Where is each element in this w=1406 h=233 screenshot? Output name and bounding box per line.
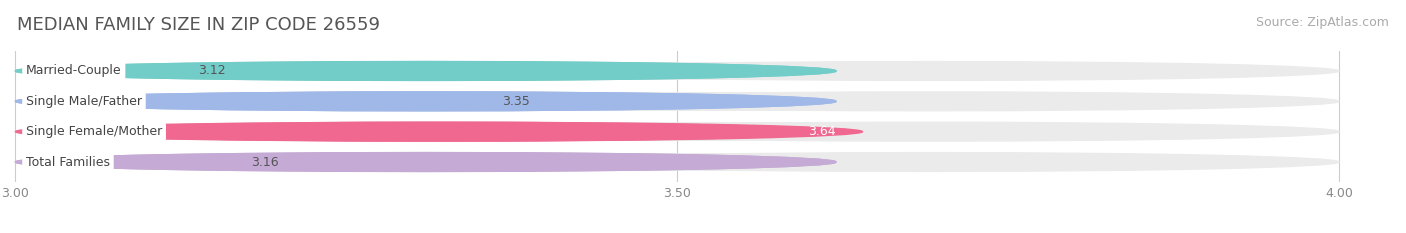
Text: Married-Couple: Married-Couple [25,65,121,78]
Circle shape [519,153,1339,171]
Circle shape [15,153,837,171]
Bar [426,153,929,171]
Bar [426,122,929,141]
Text: Single Male/Father: Single Male/Father [25,95,142,108]
Circle shape [15,122,837,141]
Circle shape [15,92,837,111]
Text: 3.16: 3.16 [252,155,278,168]
Text: Source: ZipAtlas.com: Source: ZipAtlas.com [1256,16,1389,29]
Circle shape [15,92,837,111]
Text: 3.12: 3.12 [198,65,226,78]
Circle shape [15,92,837,111]
Circle shape [15,153,837,171]
Circle shape [519,62,1339,80]
Text: 3.64: 3.64 [808,125,837,138]
Text: Total Families: Total Families [25,155,110,168]
Circle shape [15,122,837,141]
Circle shape [15,62,837,80]
Bar [426,122,453,141]
Bar [426,62,929,80]
Text: 3.35: 3.35 [502,95,530,108]
Circle shape [519,122,1339,141]
Circle shape [519,92,1339,111]
Circle shape [15,153,837,171]
Circle shape [42,122,862,141]
Text: Single Female/Mother: Single Female/Mother [25,125,162,138]
Bar [426,92,929,111]
Text: MEDIAN FAMILY SIZE IN ZIP CODE 26559: MEDIAN FAMILY SIZE IN ZIP CODE 26559 [17,16,380,34]
Circle shape [15,62,837,80]
Circle shape [15,62,837,80]
